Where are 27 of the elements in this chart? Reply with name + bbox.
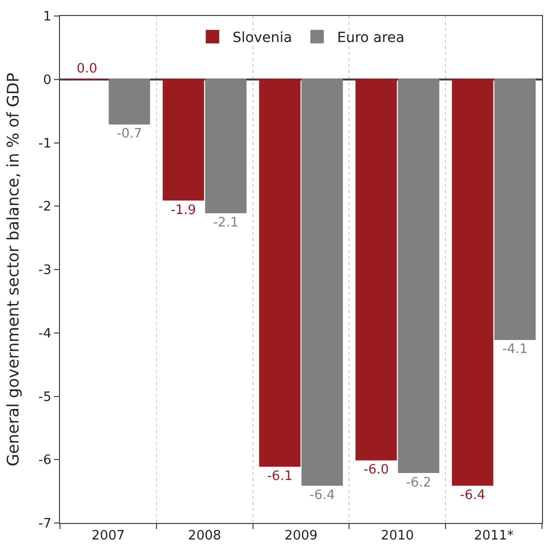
- data-label: 0.0: [76, 61, 98, 76]
- legend-label: Slovenia: [232, 30, 292, 46]
- y-tick-label: -3: [38, 263, 52, 278]
- y-tick-label: -5: [38, 390, 52, 405]
- data-label: -1.9: [170, 202, 196, 218]
- x-tick-label: 2008: [188, 528, 222, 544]
- data-label: -6.1: [267, 468, 292, 484]
- x-tick-label: 2011*: [474, 528, 514, 544]
- data-label: -6.4: [310, 488, 335, 503]
- x-tick-label: 2009: [284, 528, 318, 544]
- data-label: -6.0: [364, 462, 389, 478]
- y-tick-label: 1: [43, 10, 52, 25]
- y-tick-label: -4: [38, 326, 52, 342]
- y-tick-label: -7: [38, 516, 52, 532]
- data-label: -0.7: [116, 126, 142, 142]
- legend-label: Euro area: [337, 30, 404, 46]
- x-tick-label: 2010: [380, 528, 414, 544]
- data-label: -2.1: [213, 215, 238, 230]
- data-label: -6.4: [460, 488, 486, 503]
- data-label: -4.1: [502, 342, 528, 358]
- y-tick-label: -1: [38, 136, 52, 152]
- y-axis-title: General government sector balance, in % of GDP: [3, 72, 22, 466]
- y-tick-label: -6: [38, 453, 52, 468]
- data-label: -6.2: [406, 475, 432, 490]
- y-tick-label: -2: [38, 200, 52, 215]
- x-tick-label: 2007: [92, 528, 125, 544]
- y-tick-label: 0: [43, 72, 52, 88]
